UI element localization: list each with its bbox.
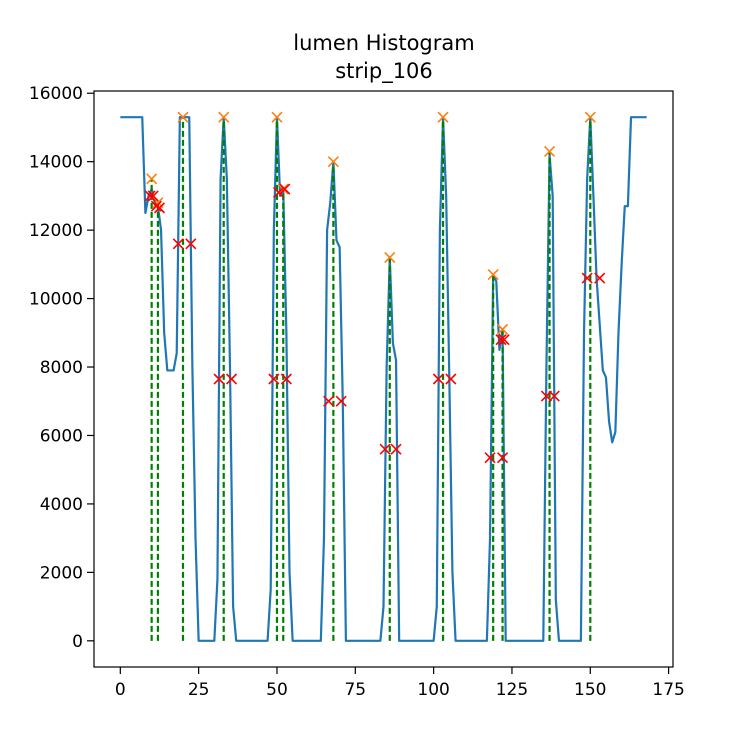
x-marker (277, 183, 289, 195)
x-tick-label: 0 (115, 680, 126, 700)
x-marker (147, 190, 159, 202)
x-marker (153, 202, 166, 214)
x-tick-label: 25 (188, 680, 210, 700)
y-tick-label: 4000 (40, 495, 83, 515)
x-marker (594, 272, 606, 284)
x-marker (146, 173, 158, 185)
x-marker (495, 334, 507, 346)
y-tick-label: 0 (72, 632, 83, 652)
x-marker (496, 323, 509, 335)
x-marker (432, 373, 444, 385)
x-marker (323, 395, 335, 407)
x-marker (498, 334, 510, 346)
x-marker (496, 452, 509, 464)
x-marker (445, 373, 457, 385)
x-marker (540, 390, 552, 402)
x-tick-label: 50 (266, 680, 288, 700)
chart-subtitle: strip_106 (335, 59, 433, 84)
x-marker (335, 395, 347, 407)
y-tick-label: 2000 (40, 563, 83, 583)
data-line (120, 116, 647, 642)
x-marker (268, 373, 280, 385)
y-tick-label: 6000 (40, 426, 83, 446)
y-tick-label: 12000 (29, 221, 83, 241)
x-marker (280, 373, 292, 385)
x-marker (327, 156, 339, 168)
x-marker (150, 200, 162, 212)
x-marker (225, 373, 238, 385)
x-marker (484, 452, 496, 464)
x-marker (437, 111, 449, 123)
x-marker (584, 111, 596, 123)
chart-title: lumen Histogram (293, 31, 474, 55)
x-marker (548, 390, 560, 402)
y-tick-label: 14000 (29, 153, 83, 173)
x-tick-label: 100 (417, 680, 449, 700)
x-marker (390, 443, 402, 455)
x-marker (177, 111, 189, 123)
y-tick-label: 16000 (29, 84, 83, 104)
x-marker (172, 238, 184, 250)
x-marker (581, 272, 593, 284)
x-marker (272, 186, 285, 199)
x-marker (543, 145, 556, 157)
x-tick-label: 175 (652, 680, 684, 700)
x-marker (379, 443, 391, 455)
x-marker (487, 269, 499, 281)
x-marker (185, 238, 197, 250)
y-tick-label: 8000 (40, 358, 83, 378)
x-marker (144, 190, 156, 202)
x-tick-label: 75 (344, 680, 366, 700)
plot-frame (93, 90, 674, 668)
x-tick-label: 125 (496, 680, 528, 700)
y-tick-label: 10000 (29, 290, 83, 310)
x-marker (213, 373, 225, 385)
x-marker (384, 251, 396, 264)
x-marker (279, 183, 291, 195)
x-marker (271, 111, 283, 123)
x-tick-label: 150 (574, 680, 606, 700)
x-marker (218, 111, 230, 123)
